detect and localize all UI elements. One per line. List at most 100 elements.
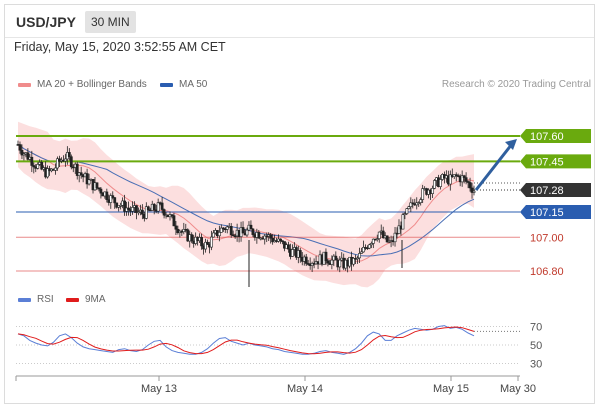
- legend-ma50-label: MA 50: [179, 79, 208, 90]
- candle-body: [403, 213, 407, 215]
- date-line: Friday, May 15, 2020 3:52:55 AM CET: [14, 40, 226, 54]
- candle-body: [298, 250, 302, 258]
- chart-header: USD/JPY 30 MIN: [5, 5, 594, 38]
- candle: [69, 154, 73, 170]
- candle-body: [405, 208, 409, 214]
- candle-body: [360, 251, 363, 254]
- candle: [111, 191, 115, 200]
- candle-body: [69, 156, 73, 168]
- candle-body: [109, 195, 113, 203]
- candle-body: [233, 235, 237, 238]
- candle: [36, 162, 40, 170]
- candle-body: [46, 168, 50, 178]
- rsi-panel: 70 50 30: [16, 322, 542, 371]
- candle: [229, 223, 233, 238]
- candle-body: [362, 247, 365, 253]
- candle: [233, 233, 237, 239]
- candle-body: [464, 177, 468, 182]
- candle-body: [206, 241, 209, 245]
- timeframe-badge[interactable]: 30 MIN: [85, 11, 136, 33]
- candle-body: [371, 238, 375, 244]
- candle-body: [393, 232, 397, 243]
- candle-body: [144, 206, 148, 219]
- candle: [468, 177, 472, 192]
- candle-body: [135, 205, 138, 213]
- candle: [324, 248, 328, 265]
- candle-body: [245, 229, 249, 236]
- candle: [464, 172, 468, 185]
- candle-body: [95, 182, 99, 189]
- candle: [206, 239, 209, 245]
- bollinger-band: [18, 121, 474, 288]
- rsi-ma-line: [17, 326, 475, 355]
- candle-body: [200, 237, 203, 247]
- candle: [298, 247, 302, 263]
- candle-body: [20, 149, 24, 156]
- candle: [85, 168, 89, 189]
- candle: [245, 227, 249, 238]
- candle: [417, 201, 421, 207]
- projection-arrow-head: [505, 139, 517, 150]
- rsi-level-label: 30: [530, 359, 542, 371]
- candle: [279, 238, 282, 244]
- candle: [421, 184, 425, 204]
- candle: [249, 220, 253, 230]
- candle: [338, 256, 342, 273]
- candle: [20, 144, 24, 160]
- candle-body: [279, 238, 282, 242]
- legend-ma-bb-label: MA 20 + Bollinger Bands: [37, 79, 147, 90]
- rsi-level-label: 50: [530, 340, 542, 352]
- candle: [362, 240, 365, 253]
- candle-body: [257, 232, 261, 239]
- candle-body: [225, 226, 229, 230]
- candle: [170, 214, 174, 219]
- candle-body: [338, 259, 342, 268]
- candle-body: [249, 224, 253, 230]
- candle-body: [439, 179, 442, 187]
- candle-body: [352, 258, 355, 265]
- candle-body: [137, 211, 140, 214]
- candle-body: [119, 205, 123, 207]
- legend-rsi-label: RSI: [37, 294, 54, 305]
- candle: [287, 241, 290, 253]
- candle-body: [174, 225, 178, 230]
- candle-body: [290, 249, 294, 257]
- candle: [18, 141, 22, 154]
- candle: [99, 187, 103, 199]
- candle: [156, 198, 160, 214]
- level-label-107.45: 107.45: [520, 154, 591, 169]
- projection-arrow: [474, 139, 517, 191]
- candle: [454, 172, 458, 182]
- candle-body: [334, 255, 338, 261]
- candle-body: [263, 235, 267, 240]
- candle: [369, 241, 373, 249]
- candle: [87, 173, 91, 186]
- candle-body: [468, 182, 472, 189]
- candle: [109, 193, 113, 209]
- candle-body: [190, 234, 194, 242]
- rsi-level-label: 70: [530, 322, 542, 334]
- candle: [162, 208, 166, 219]
- candle: [403, 211, 407, 220]
- candle: [219, 224, 223, 233]
- candle: [460, 170, 464, 187]
- candle: [67, 148, 71, 161]
- candle-body: [131, 207, 134, 212]
- candle-body: [454, 174, 458, 176]
- candle: [95, 182, 99, 190]
- candle: [97, 187, 101, 192]
- candle: [190, 232, 194, 244]
- candle: [409, 197, 413, 213]
- candle-body: [419, 199, 423, 203]
- level-label-text: 107.00: [530, 232, 564, 244]
- x-tick-label: May 30: [500, 383, 536, 395]
- candle-body: [462, 175, 466, 178]
- candle: [113, 197, 117, 209]
- candle: [210, 230, 213, 251]
- candle-body: [87, 179, 91, 185]
- candle-body: [231, 234, 235, 237]
- candle-body: [105, 191, 109, 200]
- candle-body: [217, 232, 221, 237]
- level-label-text: 106.80: [530, 266, 564, 278]
